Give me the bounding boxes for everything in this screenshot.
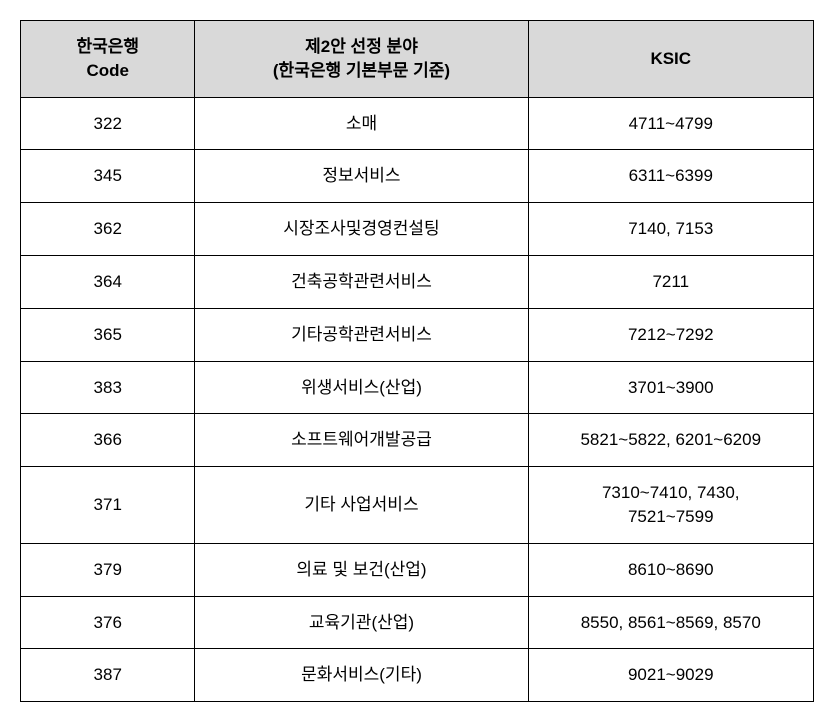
cell-ksic: 7140, 7153 <box>528 203 814 256</box>
table-header-row: 한국은행 Code 제2안 선정 분야 (한국은행 기본부문 기준) KSIC <box>21 21 814 98</box>
cell-code: 376 <box>21 596 195 649</box>
table-row: 365 기타공학관련서비스 7212~7292 <box>21 308 814 361</box>
cell-ksic: 4711~4799 <box>528 97 814 150</box>
classification-table: 한국은행 Code 제2안 선정 분야 (한국은행 기본부문 기준) KSIC … <box>20 20 814 702</box>
cell-field: 위생서비스(산업) <box>195 361 528 414</box>
cell-field: 의료 및 보건(산업) <box>195 543 528 596</box>
cell-code: 345 <box>21 150 195 203</box>
cell-ksic: 7212~7292 <box>528 308 814 361</box>
cell-code: 383 <box>21 361 195 414</box>
table-row: 376 교육기관(산업) 8550, 8561~8569, 8570 <box>21 596 814 649</box>
cell-code: 322 <box>21 97 195 150</box>
cell-code: 365 <box>21 308 195 361</box>
cell-field: 건축공학관련서비스 <box>195 255 528 308</box>
cell-field: 시장조사및경영컨설팅 <box>195 203 528 256</box>
cell-ksic: 6311~6399 <box>528 150 814 203</box>
cell-ksic: 7310~7410, 7430, 7521~7599 <box>528 467 814 544</box>
cell-field: 소매 <box>195 97 528 150</box>
cell-code: 366 <box>21 414 195 467</box>
cell-ksic: 7211 <box>528 255 814 308</box>
header-ksic: KSIC <box>528 21 814 98</box>
cell-code: 362 <box>21 203 195 256</box>
cell-ksic: 3701~3900 <box>528 361 814 414</box>
cell-ksic: 8550, 8561~8569, 8570 <box>528 596 814 649</box>
table-row: 366 소프트웨어개발공급 5821~5822, 6201~6209 <box>21 414 814 467</box>
table-row: 383 위생서비스(산업) 3701~3900 <box>21 361 814 414</box>
table-row: 364 건축공학관련서비스 7211 <box>21 255 814 308</box>
cell-field: 교육기관(산업) <box>195 596 528 649</box>
cell-ksic: 5821~5822, 6201~6209 <box>528 414 814 467</box>
cell-field: 소프트웨어개발공급 <box>195 414 528 467</box>
header-field: 제2안 선정 분야 (한국은행 기본부문 기준) <box>195 21 528 98</box>
cell-field: 기타 사업서비스 <box>195 467 528 544</box>
header-code: 한국은행 Code <box>21 21 195 98</box>
cell-ksic: 8610~8690 <box>528 543 814 596</box>
cell-code: 364 <box>21 255 195 308</box>
table-row: 345 정보서비스 6311~6399 <box>21 150 814 203</box>
table-body: 322 소매 4711~4799 345 정보서비스 6311~6399 362… <box>21 97 814 702</box>
table-row: 322 소매 4711~4799 <box>21 97 814 150</box>
cell-field: 기타공학관련서비스 <box>195 308 528 361</box>
table-row: 371 기타 사업서비스 7310~7410, 7430, 7521~7599 <box>21 467 814 544</box>
cell-field: 정보서비스 <box>195 150 528 203</box>
cell-code: 371 <box>21 467 195 544</box>
cell-code: 379 <box>21 543 195 596</box>
table-row: 362 시장조사및경영컨설팅 7140, 7153 <box>21 203 814 256</box>
table-row: 379 의료 및 보건(산업) 8610~8690 <box>21 543 814 596</box>
